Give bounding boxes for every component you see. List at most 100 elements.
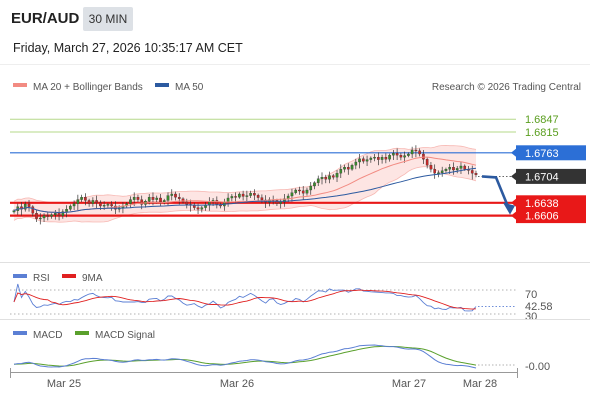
candle-body — [31, 206, 35, 214]
candle-body — [155, 197, 159, 200]
candle-body — [46, 215, 50, 217]
candle-body — [12, 210, 16, 213]
rsi-legend-label: RSI — [33, 273, 50, 284]
support-resistance-levels — [10, 118, 516, 217]
candle-body — [463, 165, 467, 170]
level-label-pointer — [511, 198, 516, 207]
price-panel: MA 20 + Bollinger Bands MA 50 Research ©… — [0, 64, 590, 225]
candle-body — [174, 193, 177, 198]
candle-body — [350, 165, 354, 170]
x-axis: Mar 25 Mar 26 Mar 27 Mar 28 — [10, 368, 518, 390]
macd-legend-label: MACD — [33, 330, 62, 341]
candle-body — [392, 153, 395, 156]
forecast-arrow-head — [503, 202, 515, 215]
candle-body — [384, 157, 388, 160]
rsi-legend-swatch — [13, 274, 27, 278]
ma50-line — [13, 167, 477, 214]
candle-body — [410, 149, 414, 155]
rsi-panel: RSI 9MA 70 42.58 30 — [0, 262, 590, 323]
candle-body — [54, 213, 57, 215]
candle-body — [279, 201, 282, 204]
moving-averages — [13, 156, 477, 214]
candle-body — [305, 189, 309, 194]
candle-body — [38, 217, 42, 220]
rsi-9ma-line — [13, 289, 477, 310]
level-label-box — [516, 195, 586, 211]
timeframe-button[interactable]: 30 MIN — [83, 7, 133, 31]
candle-body — [238, 193, 241, 198]
x-tick-label: Mar 26 — [220, 378, 254, 390]
candle-body — [106, 204, 110, 206]
rsi9ma-legend-label: 9MA — [82, 273, 103, 284]
level-label-box — [516, 208, 586, 224]
candle-body — [65, 209, 68, 212]
candle-body — [181, 198, 185, 203]
candle-body — [399, 155, 403, 158]
candle-body — [343, 167, 346, 170]
macd-tick-zero: -0.00 — [525, 361, 550, 373]
timestamp: Friday, March 27, 2026 10:35:17 AM CET — [13, 41, 243, 55]
candle-body — [249, 193, 252, 196]
candle-body — [425, 159, 429, 166]
level-label-pointer — [511, 211, 516, 220]
level-label: 1.6847 — [525, 114, 559, 126]
candle-body — [448, 167, 452, 170]
candle-body — [196, 207, 200, 210]
x-tick-label: Mar 28 — [463, 378, 497, 390]
level-label: 1.6815 — [525, 127, 559, 139]
level-label-pointer — [511, 172, 516, 181]
candle-body — [50, 214, 53, 217]
forecast-arrow-line — [481, 175, 510, 208]
candle-body — [380, 157, 384, 160]
candle-body — [369, 157, 373, 160]
macd-line — [13, 344, 477, 369]
macd-legend-swatch — [13, 331, 27, 335]
bollinger-bands — [13, 144, 477, 223]
candle-body — [95, 200, 98, 203]
candle-body — [365, 159, 369, 162]
level-label-box — [516, 145, 586, 161]
candle-body — [459, 165, 463, 169]
ma20-legend-swatch — [13, 83, 27, 87]
candle-body — [102, 205, 106, 207]
candle-body — [200, 207, 204, 210]
candle-body — [407, 153, 410, 156]
macd-lines — [13, 344, 516, 369]
candle-body — [69, 205, 72, 210]
candle-body — [275, 200, 279, 204]
candle-body — [177, 197, 181, 199]
candle-body — [57, 213, 61, 216]
candle-body — [110, 204, 113, 207]
candle-body — [72, 203, 76, 207]
candle-body — [328, 175, 331, 180]
bollinger-upper-band — [13, 144, 477, 204]
candle-body — [170, 193, 174, 196]
x-tick-label: Mar 27 — [392, 378, 426, 390]
candlesticks — [12, 145, 478, 225]
forecast-arrow — [481, 175, 515, 215]
rsi-last-value: 42.58 — [525, 301, 553, 313]
candle-body — [320, 177, 324, 179]
level-label: 1.6704 — [525, 171, 559, 183]
ma50-legend-label: MA 50 — [175, 82, 204, 93]
candle-body — [129, 199, 132, 204]
level-label: 1.6638 — [525, 198, 559, 210]
candle-body — [162, 200, 166, 203]
candle-body — [80, 197, 83, 200]
candle-body — [99, 202, 102, 207]
candle-body — [245, 195, 249, 197]
level-label: 1.6606 — [525, 211, 559, 223]
macd-panel: MACD MACD Signal -0.00 — [0, 319, 590, 373]
candle-body — [362, 158, 365, 162]
candle-body — [346, 167, 350, 170]
macd-signal-legend-label: MACD Signal — [95, 330, 155, 341]
candle-body — [301, 190, 305, 194]
candle-body — [403, 155, 406, 158]
ma20-legend-label: MA 20 + Bollinger Bands — [33, 82, 143, 93]
candle-body — [455, 168, 459, 171]
candle-body — [230, 196, 234, 199]
candle-body — [429, 165, 433, 170]
candle-body — [61, 211, 65, 216]
